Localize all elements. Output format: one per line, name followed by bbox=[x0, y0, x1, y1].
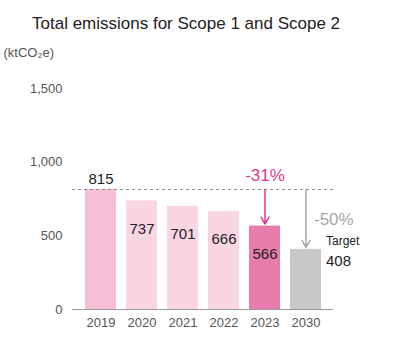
svg-text:2023: 2023 bbox=[251, 315, 280, 330]
svg-text:(ktCO₂e): (ktCO₂e) bbox=[4, 45, 55, 60]
svg-text:566: 566 bbox=[252, 245, 277, 262]
svg-text:666: 666 bbox=[211, 230, 236, 247]
svg-text:2019: 2019 bbox=[87, 315, 116, 330]
svg-text:737: 737 bbox=[129, 220, 154, 237]
svg-text:2021: 2021 bbox=[169, 315, 198, 330]
svg-text:2022: 2022 bbox=[210, 315, 239, 330]
svg-text:1,500: 1,500 bbox=[30, 81, 63, 96]
svg-text:-31%: -31% bbox=[245, 166, 285, 185]
html-text:Total emissions for Scope 1 an: Total emissions for Scope 1 and Scope 2 bbox=[32, 14, 341, 33]
svg-text:2020: 2020 bbox=[128, 315, 157, 330]
svg-text:701: 701 bbox=[170, 225, 195, 242]
svg-text:1,000: 1,000 bbox=[30, 154, 63, 169]
svg-text:815: 815 bbox=[88, 170, 113, 187]
svg-text:0: 0 bbox=[55, 302, 62, 317]
svg-text:2030: 2030 bbox=[292, 315, 321, 330]
svg-text:-50%: -50% bbox=[314, 210, 354, 229]
svg-text:500: 500 bbox=[41, 228, 63, 243]
svg-text:408: 408 bbox=[326, 252, 351, 269]
svg-text:Target: Target bbox=[326, 234, 360, 248]
